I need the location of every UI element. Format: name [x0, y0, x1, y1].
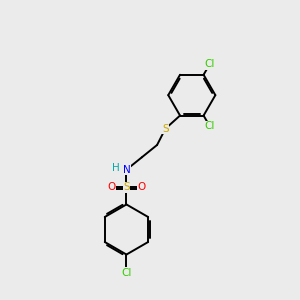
- Text: S: S: [162, 124, 169, 134]
- Text: Cl: Cl: [205, 121, 215, 131]
- Text: N: N: [123, 165, 130, 175]
- Text: H: H: [112, 163, 120, 173]
- Text: O: O: [138, 182, 146, 192]
- Text: Cl: Cl: [205, 59, 215, 69]
- Text: O: O: [107, 182, 115, 192]
- Text: Cl: Cl: [121, 268, 132, 278]
- Text: S: S: [123, 182, 130, 192]
